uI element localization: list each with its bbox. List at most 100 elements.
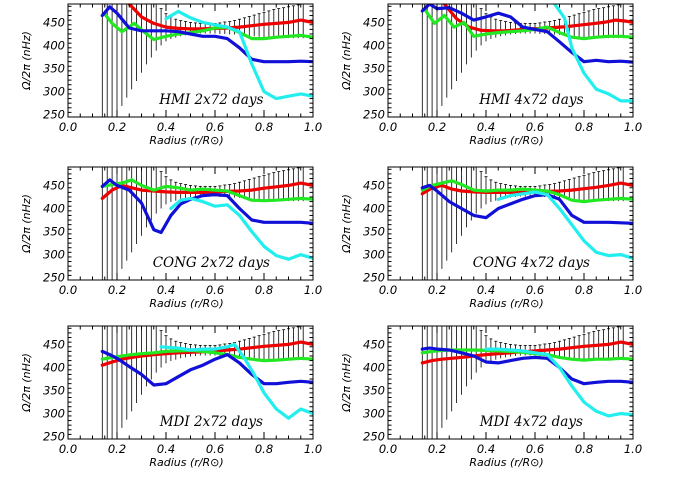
chart-panel: 0.0 0.2 0.4 0.6 0.8 1.0 250 300 350 400 450 Radius … <box>340 3 642 147</box>
x-tick-label: 0.4 <box>477 120 495 134</box>
y-tick-label: 400 <box>43 361 65 375</box>
series-line-green <box>420 179 633 204</box>
chart-panel: 0.0 0.2 0.4 0.6 0.8 1.0 250 300 350 400 450 Radius … <box>20 166 322 310</box>
series-line-blue <box>420 183 633 225</box>
series-line-green <box>100 348 313 363</box>
y-tick-label: 400 <box>43 39 65 53</box>
y-axis-title: Ω/2π (nHz) <box>20 353 33 413</box>
series-line-blue <box>420 4 633 64</box>
series-line-green <box>103 12 313 42</box>
x-tick-label: 0.0 <box>59 283 77 297</box>
x-tick-label: 0.0 <box>379 442 397 456</box>
chart-panel: 0.0 0.2 0.4 0.6 0.8 1.0 250 300 350 400 450 Radius … <box>20 325 322 469</box>
panel-title: HMI 2x72 days <box>158 92 263 108</box>
y-tick-label: 300 <box>363 85 385 99</box>
series-line-cyan <box>164 9 313 101</box>
x-tick-label: 0.6 <box>526 120 544 134</box>
plot-area <box>100 4 313 117</box>
y-tick-label: 450 <box>363 337 385 351</box>
x-axis-title: Radius (r/R⊙) <box>469 134 543 147</box>
x-tick-label: 0.4 <box>157 442 175 456</box>
y-tick-label: 250 <box>43 430 65 444</box>
x-tick-label: 0.8 <box>255 120 273 134</box>
series-line-cyan <box>169 196 313 261</box>
x-tick-label: 0.8 <box>255 283 273 297</box>
x-axis-title: Radius (r/R⊙) <box>149 297 223 310</box>
panel-title: HMI 4x72 days <box>478 92 583 108</box>
x-tick-label: 0.6 <box>206 120 224 134</box>
y-tick-label: 250 <box>363 108 385 122</box>
y-tick-label: 450 <box>43 15 65 29</box>
x-axis-title: Radius (r/R⊙) <box>149 134 223 147</box>
y-axis-title: Ω/2π (nHz) <box>20 194 33 254</box>
panel-title: CONG 2x72 days <box>153 255 270 271</box>
x-tick-label: 0.6 <box>526 283 544 297</box>
y-tick-label: 300 <box>363 407 385 421</box>
series-line-blue <box>100 178 313 235</box>
y-tick-label: 350 <box>43 62 65 76</box>
panel-title: MDI 2x72 days <box>159 414 263 430</box>
x-tick-label: 0.0 <box>379 120 397 134</box>
panel-title: MDI 4x72 days <box>479 414 583 430</box>
y-tick-label: 300 <box>43 85 65 99</box>
y-tick-label: 400 <box>363 361 385 375</box>
x-tick-label: 1.0 <box>624 120 642 134</box>
y-tick-label: 450 <box>43 178 65 192</box>
chart-panel: 0.0 0.2 0.4 0.6 0.8 1.0 250 300 350 400 450 Radius … <box>340 325 642 469</box>
x-axis-title: Radius (r/R⊙) <box>469 297 543 310</box>
x-tick-label: 1.0 <box>624 442 642 456</box>
x-axis-title: Radius (r/R⊙) <box>469 456 543 469</box>
y-tick-label: 250 <box>363 430 385 444</box>
x-tick-label: 0.2 <box>108 442 126 456</box>
x-tick-label: 0.8 <box>575 283 593 297</box>
series-line-cyan <box>159 342 313 420</box>
series-line-cyan <box>552 4 633 103</box>
y-tick-label: 350 <box>363 225 385 239</box>
x-tick-label: 0.0 <box>59 442 77 456</box>
x-axis-title: Radius (r/R⊙) <box>149 456 223 469</box>
y-axis-title: Ω/2π (nHz) <box>20 31 33 91</box>
panel-title: CONG 4x72 days <box>473 255 590 271</box>
x-tick-label: 0.4 <box>157 283 175 297</box>
y-tick-label: 250 <box>43 108 65 122</box>
plot-area <box>100 167 313 280</box>
y-axis-title: Ω/2π (nHz) <box>340 194 353 254</box>
x-tick-label: 0.4 <box>157 120 175 134</box>
x-tick-label: 0.2 <box>428 283 446 297</box>
plot-area <box>420 4 633 117</box>
y-tick-label: 450 <box>43 337 65 351</box>
y-tick-label: 450 <box>363 15 385 29</box>
x-tick-label: 1.0 <box>304 442 322 456</box>
chart-panel: 0.0 0.2 0.4 0.6 0.8 1.0 250 300 350 400 450 Radius … <box>340 166 642 310</box>
y-tick-label: 350 <box>363 62 385 76</box>
x-tick-label: 0.2 <box>428 442 446 456</box>
x-tick-label: 1.0 <box>304 120 322 134</box>
series-line-blue <box>420 346 633 386</box>
series-line-cyan <box>484 347 633 418</box>
y-tick-label: 400 <box>43 202 65 216</box>
plot-area <box>420 167 633 280</box>
x-tick-label: 0.8 <box>575 442 593 456</box>
x-tick-label: 0.8 <box>255 442 273 456</box>
y-axis-title: Ω/2π (nHz) <box>340 31 353 91</box>
plot-area <box>100 326 313 439</box>
y-tick-label: 400 <box>363 39 385 53</box>
y-tick-label: 400 <box>363 202 385 216</box>
x-tick-label: 0.6 <box>526 442 544 456</box>
x-tick-label: 0.2 <box>108 120 126 134</box>
chart-panel: 0.0 0.2 0.4 0.6 0.8 1.0 250 300 350 400 450 Radius … <box>20 3 322 147</box>
series-line-blue <box>100 5 313 64</box>
y-axis-title: Ω/2π (nHz) <box>340 353 353 413</box>
y-tick-label: 300 <box>363 248 385 262</box>
y-tick-label: 350 <box>363 384 385 398</box>
x-tick-label: 0.8 <box>575 120 593 134</box>
y-tick-label: 250 <box>43 271 65 285</box>
x-tick-label: 0.6 <box>206 442 224 456</box>
x-tick-label: 1.0 <box>304 283 322 297</box>
x-tick-label: 0.6 <box>206 283 224 297</box>
series-line-green <box>423 7 633 41</box>
x-tick-label: 0.2 <box>428 120 446 134</box>
series-line-cyan <box>496 190 633 260</box>
plot-area <box>420 326 633 439</box>
